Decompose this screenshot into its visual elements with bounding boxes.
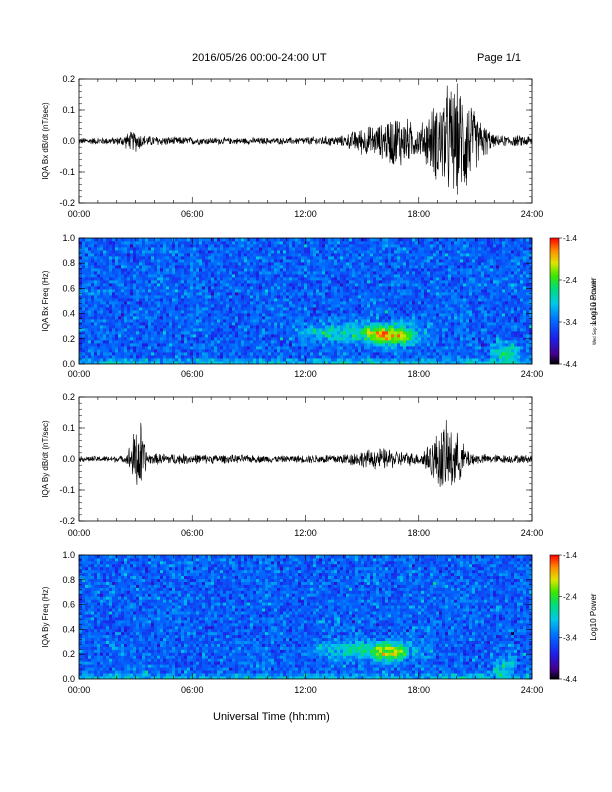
panel-3: 00:00 06:00 12:00 18:00 24:00 0.2 0.1 0.0 -0.1 -0… — [41, 392, 543, 538]
colorbar-tick-label: -3.4 — [563, 634, 577, 643]
x-tick-label: 24:00 — [521, 528, 544, 538]
y-axis-label: IQA By dB/dt (nT/sec) — [41, 420, 50, 498]
y-tick-label: 0.0 — [62, 454, 75, 464]
y-tick-label: -0.2 — [59, 198, 75, 208]
x-tick-label: 06:00 — [181, 528, 204, 538]
x-tick-label: 06:00 — [181, 369, 204, 379]
y-tick-label: 0.1 — [62, 423, 75, 433]
colorbar-tick-label: -1.4 — [563, 551, 577, 560]
colorbar: -1.4 -2.4 -3.4 -4.4 Log10 Power — [549, 551, 598, 684]
x-tick-label: 24:00 — [521, 209, 544, 219]
x-tick-label: 24:00 — [521, 369, 544, 379]
x-axis-title: Universal Time (hh:mm) — [213, 711, 330, 723]
y-tick-label: 0.0 — [62, 136, 75, 146]
x-tick-label: 00:00 — [68, 685, 91, 695]
y-axis-label: IQA Bx dB/dt (nT/sec) — [41, 102, 50, 180]
x-tick-label: 12:00 — [294, 369, 317, 379]
x-tick-label: 00:00 — [68, 369, 91, 379]
y-tick-label: 0.8 — [62, 258, 75, 268]
y-tick-label: -0.1 — [59, 485, 75, 495]
y-tick-label: -0.1 — [59, 167, 75, 177]
y-tick-label: 0.2 — [62, 649, 75, 659]
x-tick-label: 00:00 — [68, 528, 91, 538]
y-tick-label: 0.1 — [62, 105, 75, 115]
y-tick-label: -0.2 — [59, 516, 75, 526]
y-axis-label: IQA By Freq (Hz) — [41, 586, 50, 647]
x-tick-label: 24:00 — [521, 685, 544, 695]
x-tick-label: 06:00 — [181, 685, 204, 695]
waveform-line — [79, 419, 532, 487]
x-tick-label: 18:00 — [407, 685, 430, 695]
x-tick-label: 18:00 — [407, 209, 430, 219]
page-indicator: Page 1/1 — [477, 52, 522, 64]
y-tick-label: 0.2 — [62, 334, 75, 344]
y-tick-label: 0.2 — [62, 74, 75, 84]
colorbar-label: Log10 Power — [589, 593, 598, 640]
y-tick-label: 1.0 — [62, 233, 75, 243]
y-axis-label: IQA Bx Freq (Hz) — [41, 270, 50, 331]
x-tick-label: 12:00 — [294, 209, 317, 219]
panel-2: 00:00 06:00 12:00 18:00 24:00 1.0 0.8 0.6 0.4 0.2… — [41, 233, 598, 379]
colorbar-tick-label: -2.4 — [563, 276, 577, 285]
x-tick-label: 18:00 — [407, 369, 430, 379]
y-tick-label: 0.6 — [62, 283, 75, 293]
y-tick-label: 0.4 — [62, 309, 75, 319]
x-tick-label: 18:00 — [407, 528, 430, 538]
panel-1: 00:00 06:00 12:00 18:00 24:00 0.2 0.1 0.0 -0.1 -0… — [41, 74, 543, 219]
panel-4: 00:00 06:00 12:00 18:00 24:00 1.0 0.8 0.6 0.4 0.2… — [41, 550, 598, 695]
spectrogram-cells — [79, 555, 532, 679]
spectrogram-cells — [79, 238, 532, 364]
y-tick-label: 0.8 — [62, 575, 75, 585]
plot-title: 2016/05/26 00:00-24:00 UT — [192, 52, 327, 64]
y-tick-label: 0.6 — [62, 600, 75, 610]
y-tick-label: 0.2 — [62, 392, 75, 402]
waveform-line — [79, 83, 532, 195]
y-tick-label: 0.0 — [62, 674, 75, 684]
y-tick-label: 1.0 — [62, 550, 75, 560]
x-tick-label: 12:00 — [294, 528, 317, 538]
colorbar-label: Log10 Power — [589, 277, 598, 324]
colorbar-tick-label: -1.4 — [563, 234, 577, 243]
y-tick-label: 0.4 — [62, 624, 75, 634]
x-tick-label: 00:00 — [68, 209, 91, 219]
x-tick-label: 12:00 — [294, 685, 317, 695]
colorbar-tick-label: -3.4 — [563, 318, 577, 327]
colorbar: -1.4 -2.4 -3.4 -4.4 Log10 Power — [549, 234, 598, 369]
y-tick-label: 0.0 — [62, 359, 75, 369]
x-tick-label: 06:00 — [181, 209, 204, 219]
colorbar-tick-label: -2.4 — [563, 592, 577, 601]
colorbar-tick-label: -4.4 — [563, 675, 577, 684]
colorbar-tick-label: -4.4 — [563, 360, 577, 369]
